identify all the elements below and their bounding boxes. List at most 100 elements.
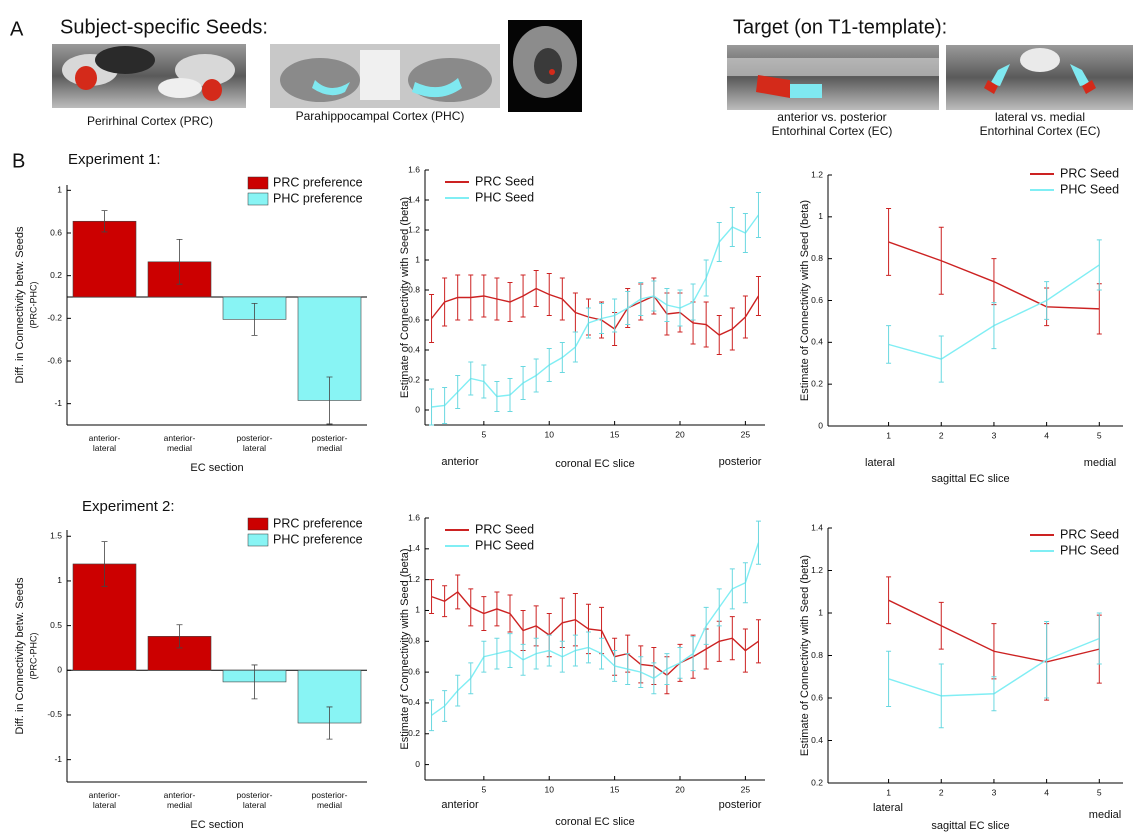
error-bar — [429, 295, 434, 343]
x-tick-label: 5 — [481, 784, 486, 794]
error-bar — [429, 700, 434, 731]
seed-caption: Parahippocampal Cortex (PHC) — [296, 109, 465, 123]
y-tick-label: 0 — [415, 759, 420, 769]
x-axis-label: EC section — [190, 462, 243, 474]
legend-label: PHC preference — [273, 532, 363, 546]
error-bar — [468, 589, 473, 626]
x-tick-label: 4 — [1044, 787, 1049, 797]
target-image — [727, 45, 939, 110]
x-tick-label: anterior-lateral — [89, 790, 121, 810]
series-line — [432, 215, 759, 407]
legend-swatch — [248, 534, 268, 546]
y-tick-label: -0.2 — [47, 313, 62, 323]
error-bar — [521, 644, 526, 675]
x-tick-label: 2 — [939, 787, 944, 797]
y-tick-label: -1 — [54, 754, 62, 764]
error-bar — [730, 308, 735, 350]
error-bar — [521, 275, 526, 317]
annotation: medial — [1089, 809, 1121, 821]
error-bar — [756, 277, 761, 316]
y-tick-label: 0.2 — [50, 270, 62, 280]
error-bar — [560, 343, 565, 373]
y-tick-label: 0.6 — [408, 666, 420, 676]
x-tick-label: 25 — [741, 429, 751, 439]
y-tick-label: 1 — [415, 605, 420, 615]
error-bar — [704, 607, 709, 644]
x-tick-label: 1 — [886, 430, 891, 440]
error-bar — [664, 654, 669, 685]
x-axis-label: coronal EC slice — [555, 458, 634, 470]
x-tick-label: 25 — [741, 784, 751, 794]
legend-swatch — [248, 177, 268, 189]
x-axis-label: sagittal EC slice — [931, 820, 1009, 832]
x-tick-label: posterior-lateral — [237, 790, 273, 810]
x-tick-label: anterior-medial — [164, 433, 196, 453]
y-tick-label: 0.8 — [408, 284, 420, 294]
x-tick-label: 15 — [610, 429, 620, 439]
annotation: anterior — [441, 799, 479, 811]
legend-label: PHC Seed — [1060, 182, 1119, 196]
bar — [73, 221, 136, 297]
seed-caption: Perirhinal Cortex (PRC) — [87, 114, 213, 128]
y-tick-label: 0 — [57, 665, 62, 675]
y-tick-label: 1.5 — [50, 531, 62, 541]
y-tick-label: 0.6 — [408, 314, 420, 324]
annotation: anterior — [441, 456, 479, 468]
x-tick-label: 1 — [886, 787, 891, 797]
series-line — [432, 289, 759, 336]
x-axis-label: EC section — [190, 819, 243, 831]
x-axis-label: coronal EC slice — [555, 816, 634, 828]
y-tick-label: 1.2 — [408, 574, 420, 584]
y-tick-label: 1 — [818, 607, 823, 617]
error-bar — [1044, 282, 1049, 320]
legend-label: PRC preference — [273, 175, 363, 189]
x-tick-label: 15 — [610, 784, 620, 794]
sagittal-image — [508, 20, 582, 112]
y-axis-label: Estimate of Connectivity with Seed (beta… — [799, 555, 811, 756]
error-bar — [717, 316, 722, 355]
y-tick-label: 1 — [818, 211, 823, 221]
legend-label: PRC preference — [273, 516, 363, 530]
chart-title: Experiment 2: — [82, 498, 175, 515]
annotation: lateral — [873, 802, 903, 814]
y-tick-label: 1.2 — [408, 224, 420, 234]
y-axis-label: Diff. in Connectivity betw. Seeds — [14, 226, 26, 383]
legend-label: PHC Seed — [475, 538, 534, 552]
y-axis-sublabel: (PRC-PHC) — [28, 282, 38, 329]
error-bar — [886, 577, 891, 624]
y-tick-label: 0.8 — [811, 253, 823, 263]
y-tick-label: 0 — [415, 404, 420, 414]
y-tick-label: 1 — [415, 254, 420, 264]
error-bar — [573, 332, 578, 362]
y-tick-label: 1 — [57, 575, 62, 585]
x-tick-label: 4 — [1044, 430, 1049, 440]
error-bar — [756, 620, 761, 663]
error-bar — [468, 663, 473, 694]
y-tick-label: 1.4 — [408, 543, 420, 553]
y-tick-label: 0.6 — [50, 227, 62, 237]
annotation: medial — [1084, 457, 1116, 469]
error-bar — [455, 575, 460, 609]
legend-label: PRC Seed — [1060, 166, 1119, 180]
panel-label: B — [12, 150, 25, 172]
y-tick-label: 0.2 — [811, 378, 823, 388]
y-tick-label: 0.4 — [811, 337, 823, 347]
legend-label: PRC Seed — [475, 522, 534, 536]
error-bar — [743, 563, 748, 603]
x-tick-label: 3 — [992, 787, 997, 797]
seeds-title: Subject-specific Seeds: — [60, 16, 268, 38]
error-bar — [1097, 240, 1102, 290]
x-tick-label: posterior-medial — [312, 433, 348, 453]
error-bar — [743, 629, 748, 672]
error-bar — [743, 214, 748, 253]
error-bar — [521, 367, 526, 400]
x-tick-label: 10 — [544, 429, 554, 439]
y-tick-label: 1.2 — [811, 565, 823, 575]
x-tick-label: 20 — [675, 429, 685, 439]
y-tick-label: 0.4 — [408, 697, 420, 707]
series-line — [432, 543, 759, 716]
error-bar — [743, 296, 748, 338]
x-tick-label: 20 — [675, 784, 685, 794]
